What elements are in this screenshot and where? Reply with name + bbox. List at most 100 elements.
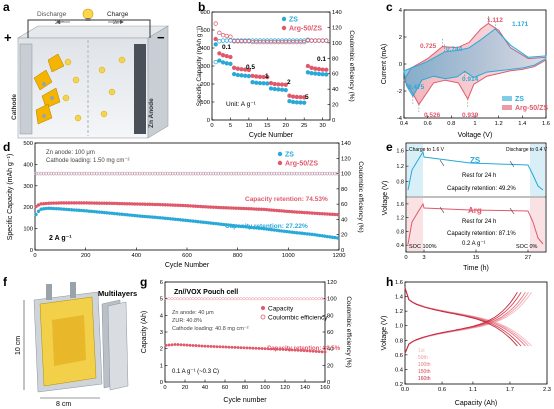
x-tick-label: 2.3 (543, 387, 551, 393)
data-point (215, 345, 219, 349)
rate-label: 5 (305, 94, 309, 101)
data-point (317, 350, 321, 354)
data-point (254, 346, 258, 350)
data-point (203, 344, 207, 348)
data-point (290, 297, 294, 301)
data-point (155, 171, 160, 176)
data-point (69, 171, 74, 176)
panel-h-marks (404, 287, 532, 354)
series-line (404, 291, 529, 354)
data-point (34, 171, 38, 176)
y-tick-label: -2 (397, 89, 402, 95)
cathode-structure-icon (33, 53, 65, 125)
data-point (183, 171, 188, 176)
data-point (313, 66, 318, 71)
data-point (227, 345, 231, 349)
panel-d-marks (34, 171, 340, 240)
data-point (294, 94, 299, 100)
panel-b-xlabel: Cycle Number (249, 132, 294, 139)
data-point (246, 73, 252, 79)
legend-label: ZS (515, 96, 524, 103)
series-line (407, 150, 544, 191)
multilayers-label: Multilayers (98, 289, 137, 298)
data-point (178, 171, 183, 176)
y-tick-label: 1.0 (395, 324, 403, 330)
data-point (283, 82, 288, 87)
series-line (404, 291, 522, 354)
x-tick-label: 0.0 (401, 387, 409, 393)
data-point (328, 171, 332, 176)
data-point (127, 171, 132, 176)
data-point (243, 73, 248, 78)
x-tick-label: 400 (131, 253, 141, 259)
data-point (217, 39, 222, 44)
data-point (267, 171, 271, 176)
data-point (191, 171, 195, 176)
data-point (64, 171, 69, 176)
charge-electron-label: 2e⁻ (113, 20, 122, 26)
data-point (278, 347, 282, 351)
data-point (72, 171, 76, 176)
x-tick-label: 0 (210, 123, 213, 129)
data-point (316, 71, 322, 77)
panel-d-rate: 2 A g⁻¹ (49, 235, 72, 242)
panel-h-legend: 1st 50th 100th 150th 160th (418, 348, 431, 382)
panel-b-letter: b (198, 0, 205, 14)
data-point (164, 297, 168, 301)
x-tick-label: 5 (229, 123, 232, 129)
panel-h-frame (404, 281, 548, 385)
data-point (233, 345, 237, 349)
data-point (214, 171, 218, 176)
data-point (224, 297, 228, 301)
data-point (269, 171, 274, 176)
data-point (185, 297, 189, 301)
data-point (220, 32, 226, 38)
x-tick-label: 40 (202, 385, 208, 391)
data-point (272, 81, 277, 87)
y-tick-label: 1 (160, 363, 163, 369)
legend-marker (281, 25, 287, 31)
data-point (275, 297, 279, 301)
panel-h-letter: h (386, 275, 393, 289)
data-point (264, 171, 269, 176)
minus-terminal-label: − (157, 30, 165, 45)
legend-marker (261, 306, 265, 310)
data-point (213, 42, 218, 47)
data-point (263, 347, 267, 351)
y-tick-label: 0.8 (396, 229, 404, 235)
data-point (279, 87, 285, 92)
panel-c-xlabel: Voltage (V) (458, 132, 493, 139)
legend-label: 150th (418, 369, 431, 375)
data-point (305, 63, 311, 69)
data-point (313, 71, 318, 76)
y2-tick-label: 20 (327, 363, 333, 369)
y2-tick-label: 120 (327, 280, 337, 286)
data-point (302, 95, 307, 100)
data-point (279, 82, 285, 87)
data-point (296, 348, 300, 352)
data-point (84, 171, 89, 176)
axis-break (509, 207, 515, 215)
data-point (300, 171, 304, 176)
data-point (302, 39, 307, 45)
data-point (269, 347, 273, 351)
data-point (259, 171, 264, 176)
data-point (115, 171, 119, 176)
x-tick-label: 15 (473, 255, 479, 261)
data-point (221, 171, 226, 176)
data-point (281, 297, 285, 301)
y-tick-label: 0 (399, 62, 402, 68)
y-tick-label: 1.6 (396, 149, 404, 155)
panel-g-letter: g (140, 275, 147, 289)
panel-e-axes: 0 3 15 27 0.8 1.2 1.6 0.4 0.8 1.2 1.6 (396, 149, 531, 261)
data-point (290, 171, 294, 176)
data-point (257, 74, 263, 79)
data-point (236, 297, 240, 301)
data-point (285, 171, 289, 176)
data-point (213, 36, 218, 42)
data-point (224, 33, 229, 39)
discharge-label: Discharge (37, 11, 67, 18)
data-point (74, 171, 79, 176)
data-point (212, 297, 216, 301)
data-point (239, 67, 244, 72)
